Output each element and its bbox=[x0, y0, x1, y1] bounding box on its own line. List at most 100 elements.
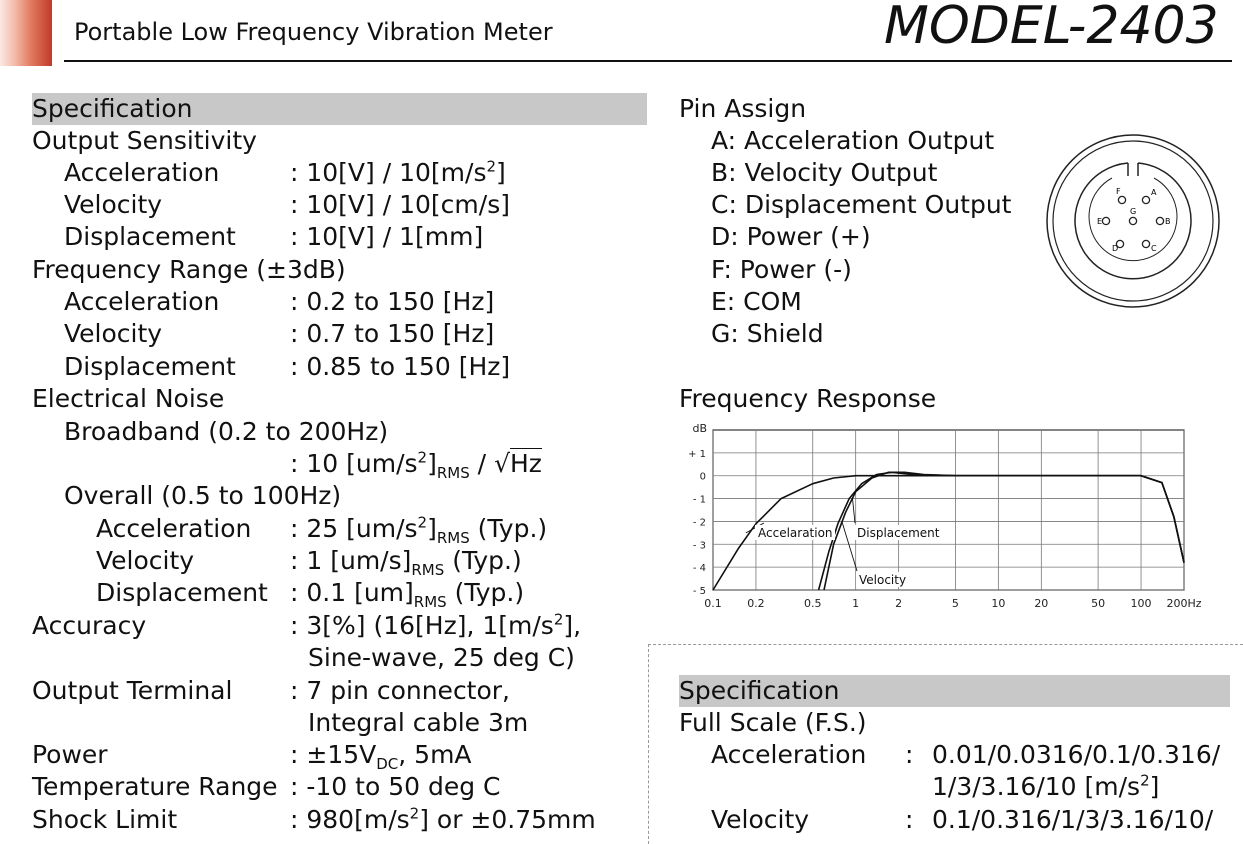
chart-annotation-bg bbox=[856, 572, 908, 587]
connector-insert bbox=[1088, 177, 1178, 262]
chart-series-label: Accelaration bbox=[758, 526, 833, 540]
chart-frame bbox=[712, 429, 1185, 591]
connector-pin-b bbox=[1155, 216, 1165, 226]
connector-letter: A bbox=[1151, 188, 1157, 197]
chart-series-displacement bbox=[823, 471, 1185, 591]
chart-series-label: Displacement bbox=[857, 526, 940, 540]
connector-pin-e bbox=[1101, 216, 1111, 226]
pin-item: D: Power (+) bbox=[711, 222, 871, 251]
chart-y-tick-label: 0 bbox=[700, 472, 706, 483]
chart-x-tick-label: 1 bbox=[852, 597, 859, 610]
chart-annotation-bg bbox=[854, 525, 942, 540]
chart-y-tick-label: + 1 bbox=[688, 449, 706, 460]
chart-annotation-leader bbox=[745, 522, 765, 534]
shock-label: Shock Limit bbox=[32, 805, 178, 834]
connector-letter: F bbox=[1116, 187, 1121, 196]
accuracy-value: : 3[%] (16[Hz], 1[m/s2], bbox=[290, 610, 582, 640]
electrical-noise-title: Electrical Noise bbox=[32, 384, 225, 413]
os-vel-label: Velocity bbox=[64, 190, 163, 219]
connector-letter: B bbox=[1165, 217, 1171, 226]
connector-pin-d bbox=[1115, 239, 1125, 249]
chart-x-tick-label: 5 bbox=[952, 597, 959, 610]
pin-assign-title: Pin Assign bbox=[679, 94, 807, 123]
chart-annotation-bg bbox=[755, 525, 835, 540]
connector-inner-ring bbox=[1052, 140, 1214, 302]
chart-x-tick-label: 10 bbox=[991, 597, 1005, 610]
right-spec-section-title: Specification bbox=[679, 676, 840, 705]
chart-y-tick-label: - 2 bbox=[693, 517, 706, 528]
chart-x-tick-label: 2 bbox=[895, 597, 902, 610]
connector-pin-g bbox=[1128, 216, 1138, 226]
chart-y-tick-label: - 1 bbox=[693, 495, 706, 506]
pin-item: A: Acceleration Output bbox=[711, 126, 995, 155]
overall-label: Overall (0.5 to 100Hz) bbox=[64, 481, 342, 510]
fr-disp-label: Displacement bbox=[64, 352, 236, 381]
output-terminal-label: Output Terminal bbox=[32, 676, 233, 705]
fr-vel-label: Velocity bbox=[64, 319, 163, 348]
os-vel-value: : 10[V] / 10[cm/s] bbox=[290, 190, 510, 219]
model-number: MODEL-2403 bbox=[884, 0, 1219, 56]
chart-y-axis-label: dB bbox=[692, 422, 707, 435]
frequency-response-chart: 0.1 0.2 0.5 1 2 5 10 20 50 100 200Hz + 1 0 - 1 - 2 - 3 -… bbox=[688, 422, 1202, 610]
fs-vel-colon: : bbox=[905, 805, 914, 834]
fs-acc-label: Acceleration bbox=[711, 740, 867, 769]
en-vel-value: : 1 [um/s]RMS (Typ.) bbox=[290, 546, 522, 579]
connector-letter: E bbox=[1097, 217, 1102, 226]
spec-section-bar bbox=[32, 93, 647, 125]
shock-value: : 980[m/s2] or ±0.75mm bbox=[290, 804, 596, 834]
fr-acc-label: Acceleration bbox=[64, 287, 220, 316]
en-vel-label: Velocity bbox=[96, 546, 195, 575]
header-rule bbox=[64, 60, 1232, 62]
right-spec-section-bar bbox=[679, 675, 1230, 707]
pin-item: C: Displacement Output bbox=[711, 190, 1012, 219]
chart-annotation-leader bbox=[852, 498, 856, 524]
chart-x-tick-label: 0.5 bbox=[804, 597, 822, 610]
connector-outer-ring bbox=[1046, 134, 1220, 308]
output-terminal-value-line2: Integral cable 3m bbox=[308, 708, 529, 737]
connector-socket-outline bbox=[1074, 162, 1192, 280]
pin-item: E: COM bbox=[711, 287, 802, 316]
os-disp-label: Displacement bbox=[64, 222, 236, 251]
connector-pin-c bbox=[1141, 239, 1151, 249]
accuracy-label: Accuracy bbox=[32, 611, 147, 640]
en-disp-value: : 0.1 [um]RMS (Typ.) bbox=[290, 578, 525, 611]
fr-vel-value: : 0.7 to 150 [Hz] bbox=[290, 319, 495, 348]
pin-item: F: Power (-) bbox=[711, 255, 852, 284]
chart-x-tick-label: 200Hz bbox=[1166, 597, 1201, 610]
broadband-value: : 10 [um/s2]RMS / √Hz bbox=[290, 448, 542, 482]
fs-vel-label: Velocity bbox=[711, 805, 810, 834]
chart-x-tick-label: 20 bbox=[1034, 597, 1048, 610]
chart-x-tick-label: 50 bbox=[1091, 597, 1105, 610]
pin-item: G: Shield bbox=[711, 319, 824, 348]
os-acc-value: : 10[V] / 10[m/s2] bbox=[290, 157, 506, 187]
fr-disp-value: : 0.85 to 150 [Hz] bbox=[290, 352, 511, 381]
frequency-range-title: Frequency Range (±3dB) bbox=[32, 255, 346, 284]
pin-item: B: Velocity Output bbox=[711, 158, 938, 187]
en-acc-value: : 25 [um/s2]RMS (Typ.) bbox=[290, 513, 548, 547]
chart-x-tick-label: 0.1 bbox=[704, 597, 722, 610]
connector-diagram: F A E G B D C bbox=[1046, 134, 1220, 308]
full-scale-title: Full Scale (F.S.) bbox=[679, 708, 867, 737]
fs-acc-colon: : bbox=[905, 740, 914, 769]
temperature-value: : -10 to 50 deg C bbox=[290, 772, 501, 801]
connector-letter: D bbox=[1112, 244, 1118, 253]
fs-vel-value: 0.1/0.316/1/3/3.16/10/ bbox=[932, 805, 1214, 834]
chart-x-tick-label: 0.2 bbox=[747, 597, 765, 610]
document-title: Portable Low Frequency Vibration Meter bbox=[74, 18, 553, 46]
temperature-label: Temperature Range bbox=[32, 772, 278, 801]
header-accent bbox=[0, 0, 52, 66]
broadband-label: Broadband (0.2 to 200Hz) bbox=[64, 417, 389, 446]
connector-letter: C bbox=[1151, 244, 1157, 253]
chart-y-tick-label: - 3 bbox=[693, 540, 706, 551]
fr-acc-value: : 0.2 to 150 [Hz] bbox=[290, 287, 495, 316]
accuracy-value-line2: Sine-wave, 25 deg C) bbox=[308, 643, 575, 672]
chart-annotation-leader bbox=[841, 521, 858, 572]
power-value: : ±15VDC, 5mA bbox=[290, 740, 472, 773]
spec-section-title: Specification bbox=[32, 94, 193, 123]
en-disp-label: Displacement bbox=[96, 578, 268, 607]
connector-letter: G bbox=[1130, 207, 1136, 216]
os-acc-label: Acceleration bbox=[64, 158, 220, 187]
fs-acc-value: 0.01/0.0316/0.1/0.316/ bbox=[932, 740, 1221, 769]
chart-y-tick-label: - 4 bbox=[693, 563, 706, 574]
frequency-response-title: Frequency Response bbox=[679, 384, 937, 413]
